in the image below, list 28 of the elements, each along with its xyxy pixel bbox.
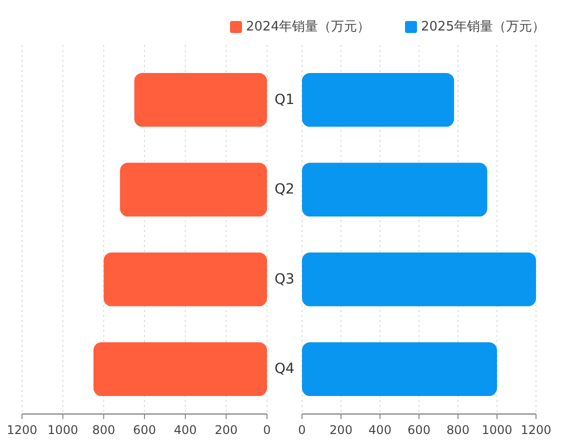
x-tick-label: 0 <box>263 423 271 437</box>
bar <box>302 252 536 306</box>
x-tick-label: 400 <box>368 423 392 437</box>
x-tick-label: 800 <box>446 423 470 437</box>
y-tick-label: Q3 <box>274 271 294 288</box>
bar <box>93 342 267 396</box>
x-tick-label: 200 <box>330 423 352 437</box>
x-tick-label: 600 <box>408 423 430 437</box>
x-tick-label: 200 <box>214 423 238 437</box>
x-tick-label: 1000 <box>482 423 512 437</box>
bar <box>104 252 267 306</box>
x-tick-label: 800 <box>92 423 116 437</box>
legend-label: 2025年销量（万元） <box>421 20 546 34</box>
x-tick-label: 1200 <box>520 423 552 437</box>
y-tick-label: Q4 <box>274 361 295 378</box>
y-tick-label: Q1 <box>274 92 294 108</box>
x-tick-label: 0 <box>298 423 306 437</box>
x-tick-label: 1000 <box>48 423 78 437</box>
bar <box>302 162 488 217</box>
x-tick-label: 600 <box>133 423 156 437</box>
x-tick-label: 1200 <box>6 423 38 437</box>
legend-label: 2024年销量（万元） <box>246 20 370 34</box>
bar <box>302 342 497 396</box>
bar <box>134 72 267 127</box>
x-tick-label: 400 <box>174 423 197 437</box>
bar <box>302 72 454 127</box>
bar <box>120 162 267 217</box>
y-tick-label: Q2 <box>274 182 294 198</box>
